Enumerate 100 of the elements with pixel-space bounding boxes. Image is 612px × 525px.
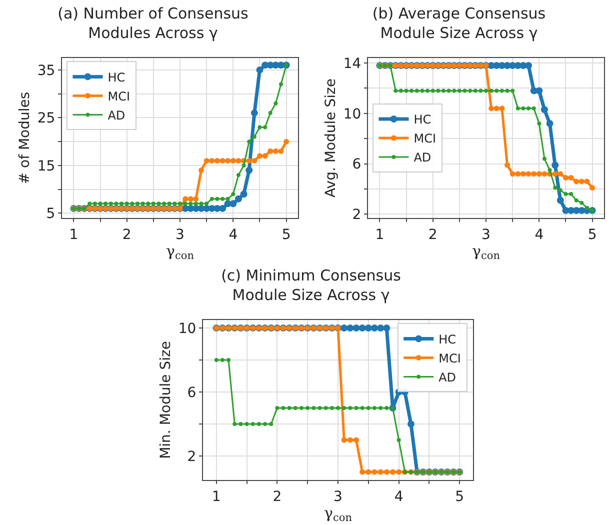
point	[234, 195, 242, 202]
point	[278, 82, 283, 86]
y-axis-title: # of Modules	[16, 92, 33, 184]
point	[330, 406, 334, 410]
legend-label: AD	[108, 108, 126, 122]
point	[499, 106, 505, 112]
point	[244, 422, 249, 426]
point	[162, 202, 166, 206]
point	[252, 134, 256, 139]
legend-label: MCI	[108, 89, 130, 104]
point	[574, 178, 580, 184]
point	[88, 202, 92, 206]
point	[204, 158, 210, 164]
x-axis-title: γ$_{con}$	[166, 242, 194, 262]
point	[348, 406, 352, 410]
point	[542, 156, 546, 161]
point	[230, 200, 237, 208]
point	[366, 469, 372, 475]
point	[353, 437, 359, 443]
point	[500, 88, 504, 93]
y-tick-label: 2	[187, 448, 196, 465]
point	[484, 88, 488, 93]
point	[436, 88, 440, 93]
point	[516, 106, 520, 110]
point	[312, 406, 316, 410]
x-tick-label: 5	[455, 488, 464, 505]
point	[140, 202, 145, 206]
point	[457, 88, 462, 93]
point	[504, 162, 510, 168]
point	[414, 88, 419, 93]
point	[340, 324, 348, 332]
legend-label: HC	[108, 70, 126, 84]
point	[268, 110, 272, 115]
point	[263, 422, 268, 426]
point	[151, 202, 156, 206]
point	[108, 202, 113, 206]
point	[510, 171, 516, 177]
point	[167, 202, 172, 206]
point	[324, 406, 328, 410]
point	[398, 88, 403, 93]
point	[526, 171, 532, 177]
point	[372, 406, 376, 410]
point	[293, 406, 298, 410]
x-tick-label: 3	[482, 226, 490, 243]
point	[590, 185, 596, 191]
x-tick-label: 5	[282, 226, 291, 243]
point	[262, 153, 268, 159]
y-tick-label: 6	[187, 384, 196, 401]
point	[578, 178, 584, 184]
legend-label: HC	[414, 112, 432, 127]
point	[494, 106, 500, 112]
point	[430, 88, 435, 93]
point	[562, 174, 568, 180]
point	[532, 106, 536, 110]
point	[546, 120, 554, 128]
point	[520, 171, 526, 177]
point	[278, 148, 284, 154]
x-axis-title: γ$_{con}$	[324, 504, 352, 524]
point	[230, 158, 236, 164]
point	[410, 88, 414, 93]
point	[568, 174, 574, 180]
point	[287, 406, 292, 410]
point	[377, 324, 384, 332]
y-tick-label: 6	[352, 156, 362, 173]
point	[258, 125, 262, 130]
legend-label: HC	[438, 332, 456, 346]
point	[580, 200, 584, 205]
x-tick-label: 2	[428, 226, 438, 243]
point	[468, 88, 472, 93]
point	[199, 202, 204, 206]
y-tick-label: 5	[46, 206, 56, 222]
y-tick-label: 14	[343, 56, 362, 72]
legend-label: MCI	[414, 132, 436, 146]
point	[383, 324, 390, 332]
point	[246, 158, 252, 164]
point	[219, 204, 226, 212]
point	[569, 192, 574, 196]
point	[452, 88, 456, 93]
point	[404, 88, 408, 93]
point	[114, 202, 118, 206]
point	[396, 469, 402, 475]
x-tick-label: 5	[588, 226, 597, 243]
point	[188, 196, 194, 202]
point	[172, 202, 177, 206]
point	[236, 158, 242, 164]
point	[300, 406, 304, 410]
point	[269, 422, 274, 426]
point	[352, 324, 360, 332]
point	[558, 188, 562, 192]
point	[256, 66, 264, 74]
y-axis-title: Avg. Module Size	[322, 78, 339, 198]
point	[342, 406, 346, 410]
point	[366, 406, 370, 410]
point	[441, 88, 446, 93]
point	[347, 437, 353, 443]
point	[394, 88, 398, 93]
point	[378, 406, 383, 410]
y-axis-title: Min. Module Size	[158, 341, 174, 459]
point	[272, 148, 278, 154]
point	[238, 422, 243, 426]
